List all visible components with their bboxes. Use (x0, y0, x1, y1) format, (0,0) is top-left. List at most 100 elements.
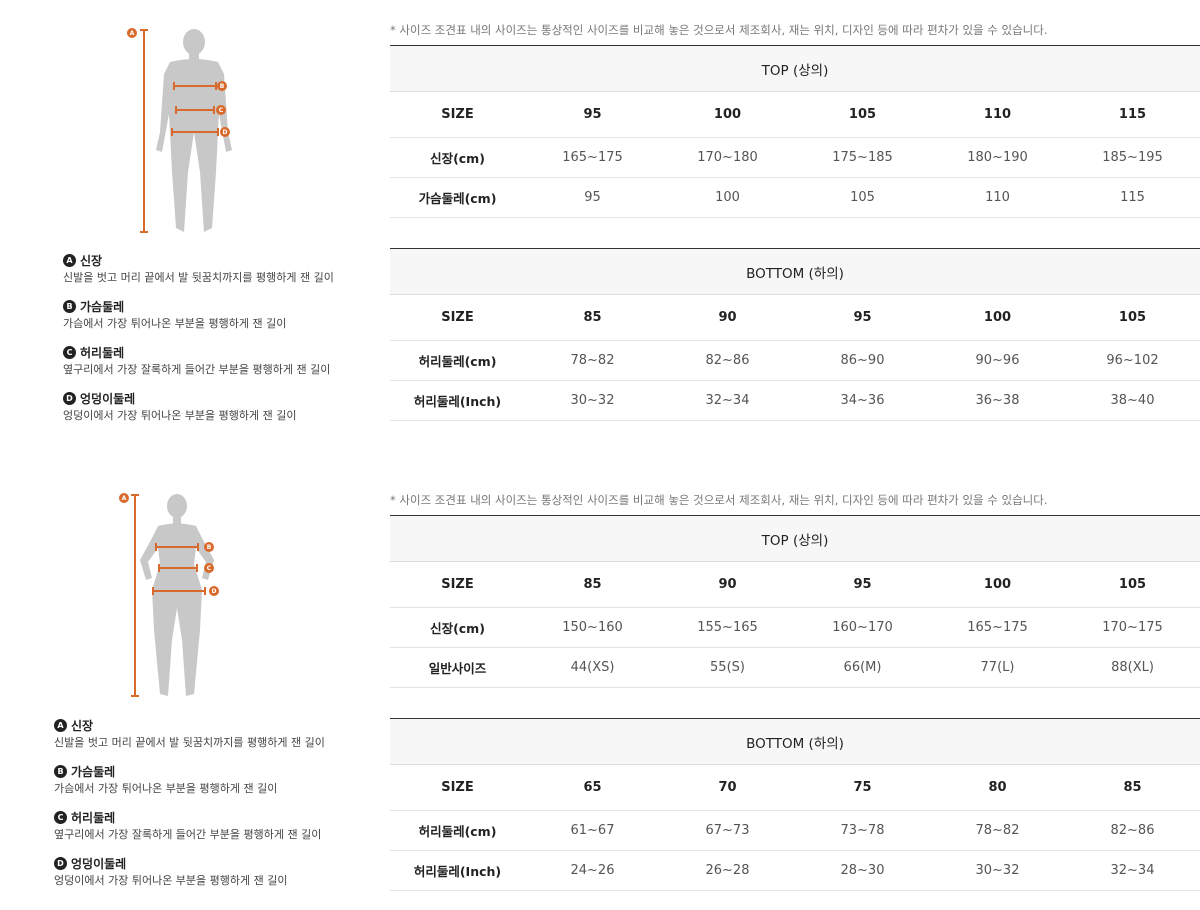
svg-text:D: D (223, 129, 228, 136)
legend-desc: 신발을 벗고 머리 끝에서 발 뒷꿈치까지를 평행하게 잰 길이 (63, 271, 334, 284)
legend-desc: 옆구리에서 가장 잘록하게 들어간 부분을 평행하게 잰 길이 (63, 363, 331, 376)
table-cell: 26~28 (660, 850, 795, 891)
header-cell: 85 (525, 294, 660, 341)
legend-badge: D (63, 391, 76, 405)
table-cell: 90~96 (930, 340, 1065, 381)
table-cell: 88(XL) (1065, 647, 1200, 688)
legend-badge: B (54, 764, 67, 778)
header-cell: 105 (795, 91, 930, 138)
svg-text:B: B (207, 544, 212, 551)
table-title: TOP (상의) (390, 45, 1200, 92)
legend-badge: A (63, 253, 76, 267)
bottom-size-table: BOTTOM (하의) SIZE 85 90 95 100 105 허리둘레(c… (390, 248, 1200, 421)
header-cell: 70 (660, 764, 795, 811)
row-label: 허리둘레(cm) (390, 810, 525, 851)
table-cell: 115 (1065, 177, 1200, 218)
table-cell: 77(L) (930, 647, 1065, 688)
svg-text:A: A (130, 30, 135, 37)
size-note: * 사이즈 조견표 내의 사이즈는 통상적인 사이즈를 비교해 놓은 것으로서 … (390, 23, 1048, 37)
header-cell: 95 (795, 294, 930, 341)
legend-desc: 가슴에서 가장 튀어나온 부분을 평행하게 잰 길이 (63, 317, 287, 330)
legend-badge: C (63, 345, 76, 359)
legend-desc: 엉덩이에서 가장 튀어나온 부분을 평행하게 잰 길이 (63, 409, 297, 422)
table-cell: 78~82 (930, 810, 1065, 851)
table-cell: 36~38 (930, 380, 1065, 421)
legend-desc: 가슴에서 가장 튀어나온 부분을 평행하게 잰 길이 (54, 782, 278, 795)
legend-desc: 신발을 벗고 머리 끝에서 발 뒷꿈치까지를 평행하게 잰 길이 (54, 736, 325, 749)
header-cell: 75 (795, 764, 930, 811)
table-cell: 95 (525, 177, 660, 218)
table-cell: 24~26 (525, 850, 660, 891)
table-cell: 100 (660, 177, 795, 218)
header-cell: SIZE (390, 294, 525, 341)
legend-badge: D (54, 856, 67, 870)
svg-text:C: C (219, 107, 224, 114)
svg-text:A: A (122, 495, 127, 502)
table-row: 허리둘레(Inch) 30~32 32~34 34~36 36~38 38~40 (390, 380, 1200, 421)
table-cell: 34~36 (795, 380, 930, 421)
table-cell: 165~175 (525, 137, 660, 178)
legend-desc: 옆구리에서 가장 잘록하게 들어간 부분을 평행하게 잰 길이 (54, 828, 322, 841)
bottom-size-table: BOTTOM (하의) SIZE 65 70 75 80 85 허리둘레(cm)… (390, 718, 1200, 891)
legend-item-height: A 신장 신발을 벗고 머리 끝에서 발 뒷꿈치까지를 평행하게 잰 길이 (54, 716, 325, 752)
measurement-legend: A 신장 신발을 벗고 머리 끝에서 발 뒷꿈치까지를 평행하게 잰 길이 B 가슴… (63, 251, 334, 435)
row-label: 허리둘레(Inch) (390, 850, 525, 891)
table-cell: 55(S) (660, 647, 795, 688)
table-cell: 78~82 (525, 340, 660, 381)
table-cell: 170~175 (1065, 607, 1200, 648)
table-cell: 170~180 (660, 137, 795, 178)
table-cell: 28~30 (795, 850, 930, 891)
legend-badge: B (63, 299, 76, 313)
header-cell: 65 (525, 764, 660, 811)
legend-item-chest: B 가슴둘레 가슴에서 가장 튀어나온 부분을 평행하게 잰 길이 (63, 297, 334, 333)
legend-title: 가슴둘레 (71, 764, 116, 779)
measurement-legend: A 신장 신발을 벗고 머리 끝에서 발 뒷꿈치까지를 평행하게 잰 길이 B 가슴… (54, 716, 325, 900)
table-cell: 165~175 (930, 607, 1065, 648)
header-cell: 80 (930, 764, 1065, 811)
legend-title: 신장 (71, 718, 94, 733)
size-note: * 사이즈 조견표 내의 사이즈는 통상적인 사이즈를 비교해 놓은 것으로서 … (390, 493, 1048, 507)
legend-item-waist: C 허리둘레 옆구리에서 가장 잘록하게 들어간 부분을 평행하게 잰 길이 (63, 343, 334, 379)
table-cell: 73~78 (795, 810, 930, 851)
header-cell: 100 (930, 561, 1065, 608)
size-section-male: A B C D A 신장 신발을 벗고 머리 끝에서 발 뒷꿈치까지를 평행하게 잰 길… (0, 0, 1200, 440)
male-figure-icon: A B C D (127, 28, 232, 233)
legend-item-height: A 신장 신발을 벗고 머리 끝에서 발 뒷꿈치까지를 평행하게 잰 길이 (63, 251, 334, 287)
table-cell: 86~90 (795, 340, 930, 381)
table-cell: 185~195 (1065, 137, 1200, 178)
table-title: BOTTOM (하의) (390, 248, 1200, 295)
legend-item-chest: B 가슴둘레 가슴에서 가장 튀어나온 부분을 평행하게 잰 길이 (54, 762, 325, 798)
row-label: 허리둘레(Inch) (390, 380, 525, 421)
legend-badge: A (54, 718, 67, 732)
legend-item-waist: C 허리둘레 옆구리에서 가장 잘록하게 들어간 부분을 평행하게 잰 길이 (54, 808, 325, 844)
svg-text:D: D (212, 588, 217, 595)
header-cell: 110 (930, 91, 1065, 138)
header-cell: SIZE (390, 764, 525, 811)
table-title: BOTTOM (하의) (390, 718, 1200, 765)
table-header-row: SIZE 65 70 75 80 85 (390, 764, 1200, 811)
top-size-table: TOP (상의) SIZE 95 100 105 110 115 신장(cm) … (390, 45, 1200, 218)
header-cell: 105 (1065, 561, 1200, 608)
table-cell: 150~160 (525, 607, 660, 648)
legend-item-hip: D 엉덩이둘레 엉덩이에서 가장 튀어나온 부분을 평행하게 잰 길이 (54, 854, 325, 890)
table-cell: 180~190 (930, 137, 1065, 178)
row-label: 신장(cm) (390, 607, 525, 648)
legend-desc: 엉덩이에서 가장 튀어나온 부분을 평행하게 잰 길이 (54, 874, 288, 887)
table-title: TOP (상의) (390, 515, 1200, 562)
legend-item-hip: D 엉덩이둘레 엉덩이에서 가장 튀어나온 부분을 평행하게 잰 길이 (63, 389, 334, 425)
table-cell: 96~102 (1065, 340, 1200, 381)
size-section-female: A B C D A 신장 신발을 벗고 머리 끝에서 발 뒷꿈치까지를 평행하게 잰 길… (0, 470, 1200, 910)
table-cell: 82~86 (660, 340, 795, 381)
table-cell: 32~34 (1065, 850, 1200, 891)
table-cell: 66(M) (795, 647, 930, 688)
legend-title: 허리둘레 (80, 345, 125, 360)
table-header-row: SIZE 85 90 95 100 105 (390, 294, 1200, 341)
row-label: 신장(cm) (390, 137, 525, 178)
header-cell: 100 (930, 294, 1065, 341)
table-row: 일반사이즈 44(XS) 55(S) 66(M) 77(L) 88(XL) (390, 647, 1200, 688)
header-cell: 100 (660, 91, 795, 138)
header-cell: 105 (1065, 294, 1200, 341)
svg-text:B: B (220, 83, 225, 90)
table-cell: 110 (930, 177, 1065, 218)
legend-title: 신장 (80, 253, 103, 268)
